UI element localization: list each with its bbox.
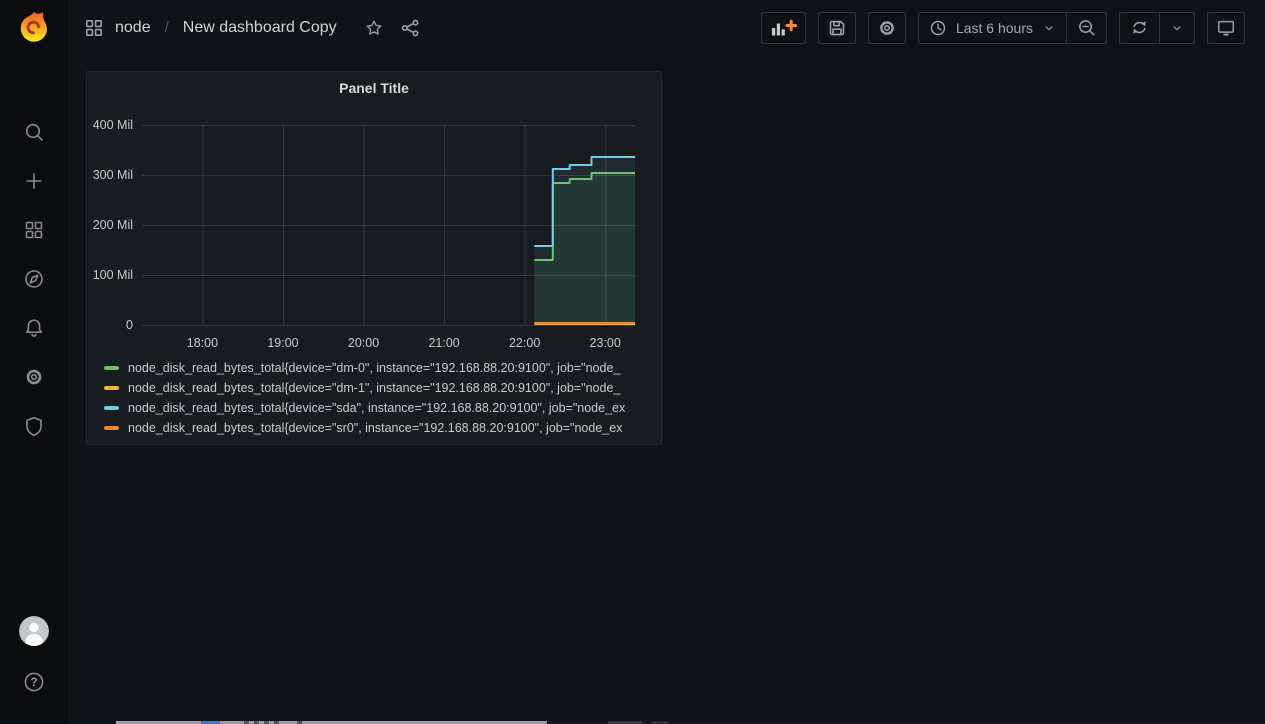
legend-swatch xyxy=(104,386,119,390)
server-admin-shield-icon[interactable] xyxy=(23,415,45,437)
search-icon[interactable] xyxy=(23,121,45,143)
refresh-group xyxy=(1119,11,1195,44)
legend-swatch xyxy=(104,406,119,410)
legend-item-sda[interactable]: node_disk_read_bytes_total{device="sda",… xyxy=(104,398,653,418)
time-picker-group: Last 6 hours xyxy=(917,11,1107,44)
help-icon[interactable]: ? xyxy=(23,671,45,693)
legend-label: node_disk_read_bytes_total{device="sr0",… xyxy=(128,421,623,435)
group-divider xyxy=(1066,12,1067,43)
legend-label: node_disk_read_bytes_total{device="dm-0"… xyxy=(128,361,621,375)
sidebar-nav xyxy=(23,121,45,464)
cycle-view-mode-button[interactable] xyxy=(1207,11,1245,44)
legend-item-sr0[interactable]: node_disk_read_bytes_total{device="sr0",… xyxy=(104,418,653,438)
explore-compass-icon[interactable] xyxy=(23,268,45,290)
grafana-logo-icon[interactable] xyxy=(15,9,53,47)
breadcrumb-separator: / xyxy=(164,19,169,36)
y-tick-label: 300 Mil xyxy=(93,168,133,182)
breadcrumb-dashboard-title[interactable]: New dashboard Copy xyxy=(182,18,337,36)
y-tick-label: 200 Mil xyxy=(93,218,133,232)
dashboard-settings-button[interactable] xyxy=(867,11,906,44)
series-fill-sda xyxy=(534,157,635,325)
time-range-label: Last 6 hours xyxy=(955,19,1033,36)
x-tick-label: 18:00 xyxy=(187,336,218,350)
legend-swatch xyxy=(104,366,119,370)
user-avatar[interactable] xyxy=(19,616,49,651)
dashboard-header: node / New dashboard Copy xyxy=(68,0,1265,55)
x-tick-label: 23:00 xyxy=(590,336,621,350)
zoom-out-button[interactable] xyxy=(1067,13,1106,43)
dashboard-toolbar: Last 6 hours xyxy=(760,11,1245,44)
series-fill-dm-0 xyxy=(534,173,635,325)
star-icon[interactable] xyxy=(364,18,384,38)
y-tick-label: 400 Mil xyxy=(93,118,133,132)
timeseries-chart[interactable]: 0 100 Mil 200 Mil 300 Mil 400 Mil 18:00 19:00 2… xyxy=(87,109,661,353)
sidebar-bottom: ? xyxy=(19,616,49,693)
legend-item-dm-0[interactable]: node_disk_read_bytes_total{device="dm-0"… xyxy=(104,358,653,378)
axis-labels: 0 100 Mil 200 Mil 300 Mil 400 Mil 18:00 19:00 2… xyxy=(93,118,621,350)
add-panel-button[interactable] xyxy=(760,11,806,44)
grid-lines xyxy=(142,125,635,326)
svg-text:?: ? xyxy=(30,677,37,689)
panel-title[interactable]: Panel Title xyxy=(339,80,409,96)
timeseries-panel: Panel Title 0 100 Mil 200 Mil 300 Mil 400 Mi… xyxy=(86,71,662,445)
breadcrumb-folder[interactable]: node xyxy=(115,18,151,36)
x-tick-label: 22:00 xyxy=(509,336,540,350)
x-tick-label: 21:00 xyxy=(428,336,459,350)
series-line-sda xyxy=(534,156,635,247)
time-picker-button[interactable]: Last 6 hours xyxy=(919,13,1066,43)
alerting-bell-icon[interactable] xyxy=(23,317,45,339)
y-tick-label: 0 xyxy=(126,318,133,332)
dashboards-grid-icon[interactable] xyxy=(23,219,45,241)
legend-label: node_disk_read_bytes_total{device="dm-1"… xyxy=(128,381,621,395)
legend-item-dm-1[interactable]: node_disk_read_bytes_total{device="dm-1"… xyxy=(104,378,653,398)
create-plus-icon[interactable] xyxy=(23,170,45,192)
group-divider xyxy=(1159,12,1160,43)
share-icon[interactable] xyxy=(400,18,420,38)
apps-grid-icon[interactable] xyxy=(84,18,104,38)
legend-swatch xyxy=(104,426,119,430)
refresh-interval-dropdown[interactable] xyxy=(1160,13,1194,43)
x-tick-label: 20:00 xyxy=(348,336,379,350)
sidebar: ? xyxy=(0,0,68,724)
breadcrumb: node / New dashboard Copy xyxy=(84,18,420,38)
series-line-dm-0 xyxy=(534,172,635,261)
save-dashboard-button[interactable] xyxy=(817,11,856,44)
taskbar-edge xyxy=(0,721,1265,724)
chart-legend: node_disk_read_bytes_total{device="dm-0"… xyxy=(104,358,653,438)
x-tick-label: 19:00 xyxy=(267,336,298,350)
refresh-button[interactable] xyxy=(1120,13,1159,43)
configuration-gear-icon[interactable] xyxy=(23,366,45,388)
y-tick-label: 100 Mil xyxy=(93,268,133,282)
legend-label: node_disk_read_bytes_total{device="sda",… xyxy=(128,401,626,415)
